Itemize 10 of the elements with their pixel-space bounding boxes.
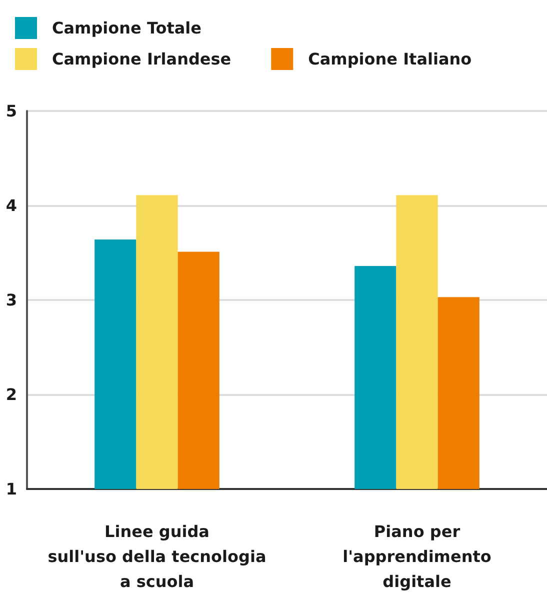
legend-label: Campione Totale <box>52 18 202 38</box>
x-tick-label: Linee guida sull'uso della tecnologia a scuola <box>48 522 266 591</box>
y-tick-label: 2 <box>6 385 17 404</box>
y-tick-label: 1 <box>6 480 17 498</box>
y-tick-label: 3 <box>6 290 17 310</box>
x-tick-label: Piano per l'apprendimento digitale <box>342 522 492 591</box>
y-tick-label: 5 <box>6 102 17 120</box>
legend-label: Campione Italiano <box>308 50 472 68</box>
legend-label: Campione Irlandese <box>52 50 232 68</box>
y-tick-label: 4 <box>6 196 17 215</box>
